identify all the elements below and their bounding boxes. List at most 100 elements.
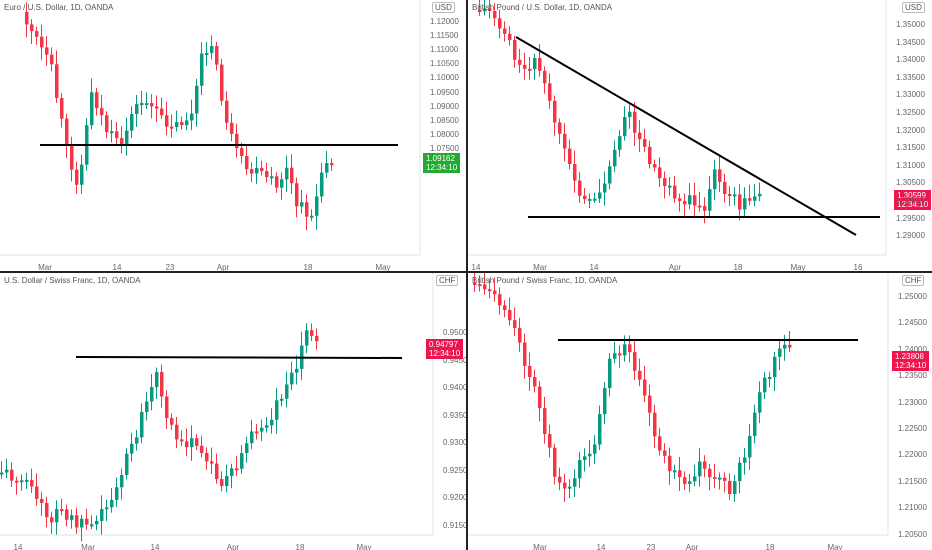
candle-down xyxy=(330,163,334,166)
candle-down xyxy=(503,28,507,34)
candle-down xyxy=(718,169,722,182)
candle-up xyxy=(618,136,622,150)
candle-up xyxy=(743,457,747,463)
candle-up xyxy=(0,472,4,475)
candle-down xyxy=(478,284,482,287)
candlestick-chart[interactable] xyxy=(468,0,932,271)
price-axis-label: 1.10500 xyxy=(430,59,459,69)
candle-up xyxy=(140,412,144,438)
candle-down xyxy=(698,205,702,208)
candle-up xyxy=(598,414,602,445)
currency-unit-button[interactable]: USD xyxy=(902,2,925,13)
pane-divider-vertical[interactable] xyxy=(466,0,468,550)
candle-down xyxy=(788,344,792,348)
last-price-value: 0.94797 xyxy=(429,340,458,349)
bar-countdown: 12:34:10 xyxy=(897,200,929,209)
price-axis-label: 1.30000 xyxy=(896,196,925,205)
candle-down xyxy=(315,335,319,342)
candle-up xyxy=(255,167,259,174)
currency-unit-button[interactable]: CHF xyxy=(902,275,925,286)
price-axis-label: 1.32000 xyxy=(896,125,925,135)
candle-down xyxy=(548,434,552,448)
candle-down xyxy=(105,115,109,133)
time-axis-label: 14 xyxy=(596,543,606,550)
candle-down xyxy=(748,198,752,201)
candle-down xyxy=(160,371,164,397)
time-axis-label: 18 xyxy=(303,263,313,271)
candle-up xyxy=(230,468,234,476)
candle-up xyxy=(533,57,537,70)
currency-unit-button[interactable]: CHF xyxy=(436,275,459,286)
time-axis-label: 18 xyxy=(765,543,775,550)
candle-down xyxy=(175,424,179,440)
candle-up xyxy=(603,183,607,193)
price-axis-label: 1.21000 xyxy=(898,503,927,513)
last-price-value: 1.23808 xyxy=(895,352,924,361)
candle-down xyxy=(180,122,184,126)
candle-down xyxy=(548,83,552,101)
price-axis-label: 1.07500 xyxy=(430,143,459,153)
candle-down xyxy=(543,70,547,84)
candle-up xyxy=(718,477,722,480)
candle-down xyxy=(488,8,492,11)
candle-down xyxy=(205,452,209,462)
time-axis-label: Apr xyxy=(668,263,682,271)
price-axis-label: 1.23500 xyxy=(898,371,927,381)
candle-down xyxy=(55,64,59,99)
candle-up xyxy=(673,470,677,473)
candle-down xyxy=(703,206,707,211)
candlestick-chart[interactable] xyxy=(0,0,466,271)
candle-down xyxy=(30,24,34,32)
bar-countdown: 12:34:10 xyxy=(426,163,458,172)
candle-up xyxy=(100,509,104,521)
currency-unit-button[interactable]: USD xyxy=(432,2,455,13)
chart-panel-gbpchf[interactable]: British Pound / Swiss Franc, 1D, OANDA C… xyxy=(468,273,932,550)
drawn-trend-line xyxy=(75,356,403,359)
candle-down xyxy=(523,64,527,69)
candle-down xyxy=(200,445,204,453)
candle-down xyxy=(15,480,19,483)
candle-up xyxy=(743,198,747,210)
candle-down xyxy=(35,31,39,37)
price-axis-label: 1.29500 xyxy=(896,213,925,223)
candle-up xyxy=(105,507,109,510)
candle-up xyxy=(130,114,134,131)
candle-up xyxy=(588,453,592,457)
candle-up xyxy=(698,461,702,477)
candle-up xyxy=(310,215,314,218)
candle-up xyxy=(175,122,179,128)
price-axis-label: 1.12000 xyxy=(430,17,459,26)
candle-up xyxy=(125,453,129,476)
candle-down xyxy=(738,194,742,210)
candlestick-chart[interactable] xyxy=(0,273,466,550)
time-axis-label: 16 xyxy=(853,263,863,271)
candle-up xyxy=(713,169,717,190)
candle-down xyxy=(553,447,557,477)
time-axis-label: May xyxy=(790,263,806,271)
candle-down xyxy=(260,167,264,172)
candle-down xyxy=(85,518,89,525)
candle-down xyxy=(508,310,512,321)
candle-down xyxy=(713,477,717,480)
candle-down xyxy=(558,476,562,483)
chart-title: British Pound / U.S. Dollar, 1D, OANDA xyxy=(472,3,613,12)
candle-down xyxy=(563,133,567,149)
chart-panel-usdchf[interactable]: U.S. Dollar / Swiss Franc, 1D, OANDA CHF… xyxy=(0,273,466,550)
time-axis-label: Apr xyxy=(216,263,230,271)
bar-countdown: 12:34:10 xyxy=(429,349,461,358)
candle-down xyxy=(170,126,174,129)
chart-panel-gbpusd[interactable]: British Pound / U.S. Dollar, 1D, OANDA U… xyxy=(468,0,932,271)
pane-divider-horizontal[interactable] xyxy=(0,271,932,273)
candle-down xyxy=(220,64,224,101)
candle-up xyxy=(280,398,284,401)
candle-down xyxy=(723,181,727,195)
chart-panel-eurusd[interactable]: Euro / U.S. Dollar, 1D, OANDA USD 1.0916… xyxy=(0,0,466,271)
time-axis-label: 14 xyxy=(112,263,122,271)
candle-up xyxy=(275,400,279,420)
candle-down xyxy=(220,479,224,487)
candlestick-chart[interactable] xyxy=(468,273,932,550)
candle-down xyxy=(305,202,309,217)
candle-down xyxy=(165,396,169,419)
